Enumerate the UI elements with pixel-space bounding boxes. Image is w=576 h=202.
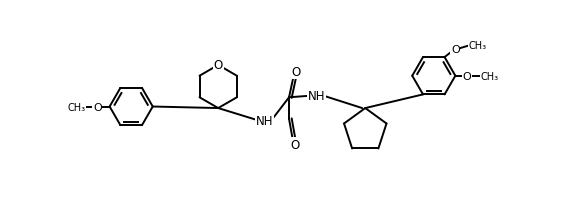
Text: O: O xyxy=(290,138,300,151)
Text: CH₃: CH₃ xyxy=(469,41,487,50)
Text: O: O xyxy=(93,102,102,112)
Text: O: O xyxy=(463,71,471,81)
Text: O: O xyxy=(214,59,223,72)
Text: NH: NH xyxy=(308,90,325,103)
Text: O: O xyxy=(451,44,460,54)
Text: O: O xyxy=(291,66,301,79)
Text: NH: NH xyxy=(256,114,273,127)
Text: CH₃: CH₃ xyxy=(67,102,86,112)
Text: CH₃: CH₃ xyxy=(480,71,498,81)
